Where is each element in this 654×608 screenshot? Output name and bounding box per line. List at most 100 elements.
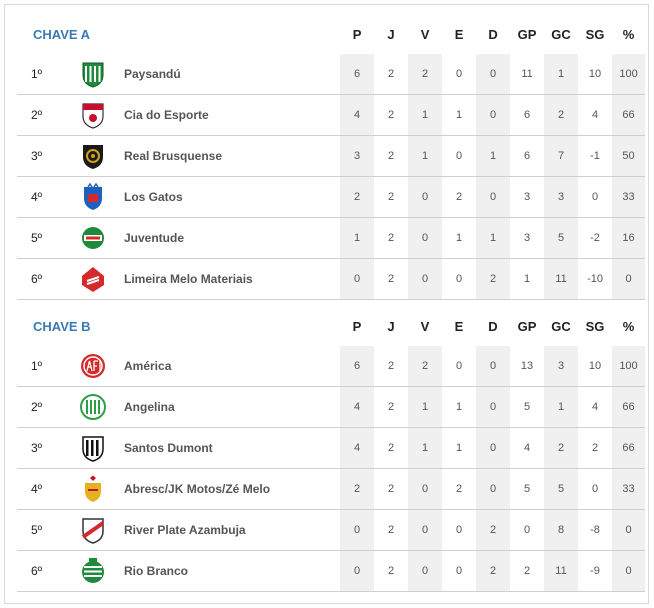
stat-e: 1 [442,217,477,259]
cia-do-esporte-crest [80,101,106,129]
group-title: CHAVE B [33,318,91,334]
stat-gc: 3 [544,346,578,387]
stat-gp: 3 [510,176,545,218]
team-name-link[interactable]: Santos Dumont [116,427,340,469]
team-position: 4º [17,468,70,510]
team-position: 5º [17,217,70,259]
stat-gp: 0 [510,509,544,551]
stat-d: 0 [476,386,510,428]
group-b-table: CHAVE B P J V E D GP GC SG % 1º América 6 2… [17,306,645,592]
stat-pct: 0 [612,258,646,300]
team-name-link[interactable]: Abresc/JK Motos/Zé Melo [116,468,340,510]
stat-pct: 16 [612,217,646,259]
limeira-melo-crest [80,265,106,293]
stat-d: 0 [476,468,510,510]
column-header-d: D [488,318,498,334]
team-crest-cell [70,258,116,300]
stat-sg: 10 [578,346,612,387]
stat-pct: 0 [612,509,645,551]
team-crest-cell [70,427,116,469]
stat-j: 2 [374,346,408,387]
stat-d: 1 [476,135,511,177]
stat-gc: 8 [544,509,578,551]
santos-dumont-crest [80,434,106,462]
real-brusquense-crest [80,142,106,170]
america-crest [80,352,106,380]
team-name-link[interactable]: Angelina [116,386,340,428]
team-row: 6º Rio Branco 0 2 0 0 2 2 11 -9 0 [17,550,645,592]
team-name-link[interactable]: Los Gatos [116,176,341,218]
team-name-link[interactable]: Juventude [116,217,341,259]
juventude-crest [80,224,106,252]
column-header-gp: GP [517,26,537,42]
team-name-link[interactable]: Limeira Melo Materiais [116,258,341,300]
group-b-header-row: CHAVE B P J V E D GP GC SG % [17,306,645,346]
stat-sg: 0 [578,468,612,510]
stat-e: 1 [442,94,477,136]
stat-gp: 13 [510,346,544,387]
stat-v: 1 [408,386,442,428]
stat-d: 0 [476,427,510,469]
stat-d: 2 [476,258,511,300]
stat-d: 0 [476,54,511,95]
los-gatos-crest [80,183,106,211]
team-name-link[interactable]: Cia do Esporte [116,94,341,136]
stat-sg: 2 [578,427,612,469]
team-row: 4º Abresc/JK Motos/Zé Melo 2 2 0 2 0 5 5 0 33 [17,468,645,510]
group-title: CHAVE A [33,26,91,42]
team-row: 4º Los Gatos 2 2 0 2 0 3 3 0 33 [17,176,646,218]
team-position: 3º [17,427,70,469]
team-name-link[interactable]: Real Brusquense [116,135,341,177]
stat-e: 0 [442,54,477,95]
team-position: 3º [17,135,70,177]
stat-gp: 5 [510,468,544,510]
team-name-link[interactable]: River Plate Azambuja [116,509,340,551]
group-a-table: CHAVE A P J V E D GP GC SG % 1º Paysandú 6… [17,14,646,300]
column-header-sg: SG [585,318,605,334]
team-name-link[interactable]: Rio Branco [116,550,340,592]
team-row: 1º América 6 2 2 0 0 13 3 10 100 [17,346,645,387]
stat-d: 0 [476,346,510,387]
stat-pct: 100 [612,346,645,387]
column-header-gc: GC [551,26,571,42]
stat-gp: 2 [510,550,544,592]
column-header-p: P [352,26,362,42]
stat-j: 2 [374,54,409,95]
stat-p: 6 [340,346,374,387]
stat-gp: 5 [510,386,544,428]
team-position: 1º [17,346,70,387]
stat-sg: -10 [578,258,613,300]
stat-e: 2 [442,176,477,218]
team-name-link[interactable]: Paysandú [116,54,341,95]
stat-gc: 5 [544,468,578,510]
stat-d: 0 [476,94,511,136]
team-crest-cell [70,468,116,510]
column-header-sg: SG [585,26,605,42]
stat-sg: -1 [578,135,613,177]
team-name-link[interactable]: América [116,346,340,387]
stat-p: 2 [340,176,375,218]
stat-sg: -2 [578,217,613,259]
stat-v: 0 [408,258,443,300]
column-header-e: E [454,26,464,42]
stat-gc: 1 [544,54,579,95]
stat-gp: 11 [510,54,545,95]
team-crest-cell [70,509,116,551]
paysandu-crest [80,60,106,88]
stat-e: 1 [442,386,476,428]
stat-j: 2 [374,509,408,551]
river-plate-crest [80,516,106,544]
stat-gp: 1 [510,258,545,300]
stat-j: 2 [374,217,409,259]
team-row: 5º Juventude 1 2 0 1 1 3 5 -2 16 [17,217,646,259]
stat-e: 1 [442,427,476,469]
team-row: 5º River Plate Azambuja 0 2 0 0 2 0 8 -8 0 [17,509,645,551]
stat-e: 0 [442,258,477,300]
team-crest-cell [70,217,116,259]
standings-panel: CHAVE A P J V E D GP GC SG % 1º Paysandú 6… [4,4,649,604]
column-header-v: V [420,318,430,334]
team-row: 1º Paysandú 6 2 2 0 0 11 1 10 100 [17,54,646,95]
stat-e: 0 [442,135,477,177]
stat-v: 0 [408,550,442,592]
stat-e: 2 [442,468,476,510]
